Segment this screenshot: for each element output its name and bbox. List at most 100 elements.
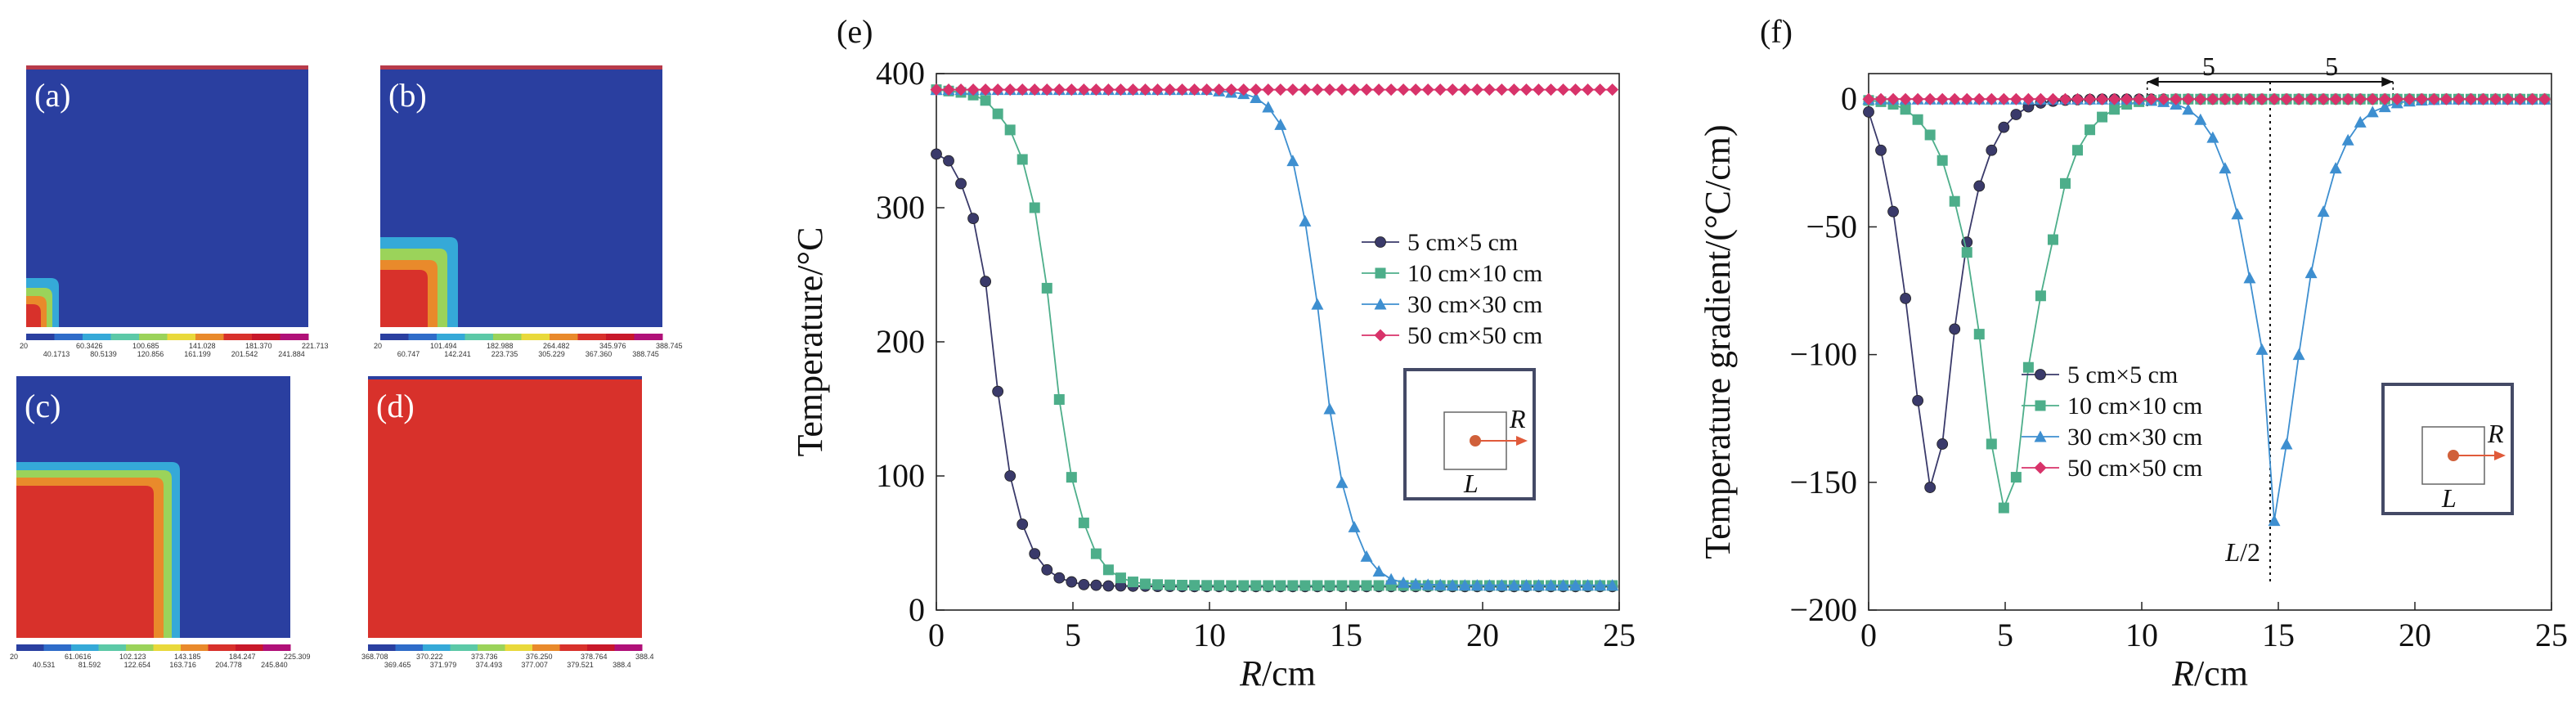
data-point [2010, 472, 2022, 483]
colorbar-tick-bottom: 163.716 [169, 661, 196, 669]
colorbar-tick-top: 221.713 [302, 342, 329, 350]
data-point [1140, 578, 1151, 590]
colorbar-tick-bottom: 371.979 [430, 661, 457, 669]
inset-label-l: L [2441, 483, 2457, 513]
data-point [2415, 92, 2428, 105]
data-point [2280, 92, 2293, 105]
colorbar-swatch [223, 334, 253, 340]
data-point [2059, 177, 2071, 189]
data-point [1409, 577, 1422, 590]
data-point [1900, 104, 1911, 115]
data-point [1139, 83, 1152, 96]
data-point [1213, 83, 1226, 96]
fem-contour-band [26, 304, 41, 327]
legend-label: 30 cm×30 cm [1407, 291, 1542, 318]
colorbar-swatch [16, 644, 44, 651]
data-point [2378, 92, 2391, 105]
data-point [2219, 162, 2232, 174]
data-point [2268, 92, 2281, 105]
data-point [2035, 400, 2046, 411]
data-point [1250, 580, 1262, 591]
data-point [1532, 83, 1545, 96]
data-point [1899, 92, 1912, 105]
legend-label: 10 cm×10 cm [1407, 260, 1542, 287]
fem-panel-label: (d) [376, 388, 415, 424]
data-point [1077, 83, 1090, 96]
data-point [1090, 548, 1102, 559]
y-tick-label: 300 [876, 189, 925, 226]
data-point [1923, 92, 1936, 105]
colorbar-tick-top: 102.123 [119, 653, 146, 661]
legend-label: 50 cm×50 cm [1407, 322, 1542, 349]
colorbar-tick-top: 388.745 [656, 342, 683, 350]
data-point [1052, 83, 1066, 96]
data-point [1028, 83, 1041, 96]
data-point [2354, 115, 2367, 128]
data-point [1078, 517, 1089, 528]
colorbar-swatch [195, 334, 224, 340]
fem-edge-top [26, 65, 308, 70]
data-point [1582, 83, 1595, 96]
data-point [1606, 579, 1619, 591]
data-point [1324, 580, 1335, 591]
y-tick-label: −150 [1789, 464, 1857, 500]
x-tick-label: 5 [1997, 617, 2013, 653]
data-point [2072, 145, 2084, 156]
data-point [1126, 83, 1139, 96]
data-point [1348, 520, 1361, 532]
colorbar-tick-bottom: 60.747 [397, 350, 420, 358]
data-point [2538, 92, 2551, 105]
data-point [2219, 92, 2232, 105]
data-point [2403, 92, 2416, 105]
data-point [1151, 83, 1165, 96]
colorbar-swatch [167, 334, 196, 340]
data-point [954, 83, 967, 96]
data-point [2047, 234, 2058, 245]
legend-label: 10 cm×10 cm [2067, 393, 2202, 420]
data-point [1569, 83, 1582, 96]
colorbar-tick-bottom: 374.493 [476, 661, 503, 669]
data-point [2084, 92, 2097, 105]
colorbar-tick-top: 388.4 [635, 653, 654, 661]
data-point [1176, 83, 1189, 96]
colorbar-swatch [450, 644, 478, 651]
colorbar-tick-top: 264.482 [543, 342, 570, 350]
data-point [2514, 92, 2527, 105]
data-point [2022, 92, 2035, 105]
x-axis-title-unit: /cm [1262, 653, 1316, 693]
data-point [955, 177, 967, 190]
data-point [2317, 92, 2330, 105]
data-point [2010, 109, 2022, 120]
colorbar-swatch [532, 644, 560, 651]
x-tick-label: 20 [2399, 617, 2431, 653]
data-point [1375, 236, 1386, 248]
data-point [1421, 578, 1434, 590]
data-point [1375, 267, 1386, 279]
legend-label: 30 cm×30 cm [2067, 424, 2202, 451]
colorbar-swatch [83, 334, 111, 340]
data-point [1274, 83, 1287, 96]
data-point [1016, 154, 1028, 165]
data-point [980, 276, 992, 288]
series-s50 [930, 83, 1619, 96]
colorbar-tick-bottom: 241.884 [278, 350, 305, 358]
data-point [1582, 579, 1595, 591]
data-point [1311, 83, 1324, 96]
data-point [2157, 92, 2170, 105]
span-left-label: 5 [2202, 52, 2215, 81]
fem-contour-band [380, 270, 428, 327]
colorbar-tick-top: 225.309 [284, 653, 311, 661]
x-axis-title-variable: R [2171, 653, 2194, 693]
geometry-inset: RL [2381, 383, 2514, 515]
data-point [2071, 92, 2085, 105]
data-point [1373, 580, 1384, 591]
y-tick-label: −100 [1789, 336, 1857, 373]
data-point [1372, 83, 1385, 96]
colorbar-tick-top: 20 [10, 653, 18, 661]
data-point [1311, 298, 1324, 310]
data-point [1973, 329, 1985, 340]
data-point [1225, 83, 1238, 96]
data-point [2206, 92, 2219, 105]
data-point [1090, 579, 1102, 591]
data-point [2477, 92, 2489, 105]
